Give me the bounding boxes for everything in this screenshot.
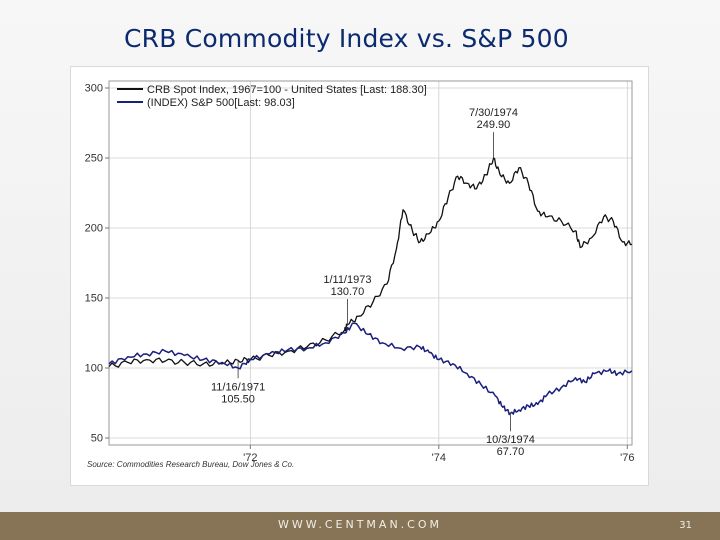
footer-bar <box>0 512 720 540</box>
x-tick-label: '76 <box>620 452 634 464</box>
grid-lines <box>109 81 632 445</box>
annotation-date: 10/3/1974 <box>486 434 535 446</box>
annotation-value: 249.90 <box>477 119 511 131</box>
annotation-date: 11/16/1971 <box>211 381 265 393</box>
crb-vs-sp500-chart: 50 100 150 200 250 300 '72 '74 '76 7/30/1974249… <box>85 80 634 469</box>
y-axis: 50 100 150 200 250 300 <box>85 83 109 445</box>
x-tick-label: '72 <box>243 452 257 464</box>
plot-border <box>108 80 633 446</box>
y-tick-label: 300 <box>85 83 103 95</box>
annotation-date: 1/11/1973 <box>323 274 371 286</box>
legend-label: CRB Spot Index, 1967=100 - United States… <box>147 84 427 96</box>
y-tick-label: 200 <box>85 223 103 235</box>
source-note: Source: Commodities Research Bureau, Dow… <box>87 460 294 469</box>
footer-url: WWW.CENTMAN.COM <box>277 518 442 531</box>
x-tick-label: '74 <box>432 452 446 464</box>
annotation-value: 67.70 <box>497 446 525 458</box>
series-lines <box>108 157 633 416</box>
slide-title: CRB Commodity Index vs. S&P 500 <box>124 24 569 53</box>
x-axis: '72 '74 '76 <box>243 445 634 464</box>
chart-panel: 50 100 150 200 250 300 '72 '74 '76 7/30/1974 249… <box>70 66 649 486</box>
page-number: 31 <box>679 520 692 531</box>
crb-series-line <box>108 157 633 368</box>
y-tick-label: 250 <box>85 153 103 165</box>
sp500-series-line <box>108 322 633 416</box>
annotation-date: 7/30/1974 <box>469 107 518 119</box>
y-tick-label: 100 <box>85 363 103 375</box>
y-tick-label: 50 <box>91 433 103 445</box>
annotation-value: 105.50 <box>221 393 255 405</box>
y-tick-label: 150 <box>85 293 103 305</box>
legend-label: (INDEX) S&P 500[Last: 98.03] <box>147 97 295 109</box>
legend: CRB Spot Index, 1967=100 - United States… <box>117 84 427 109</box>
annotation-value: 130.70 <box>331 286 365 298</box>
